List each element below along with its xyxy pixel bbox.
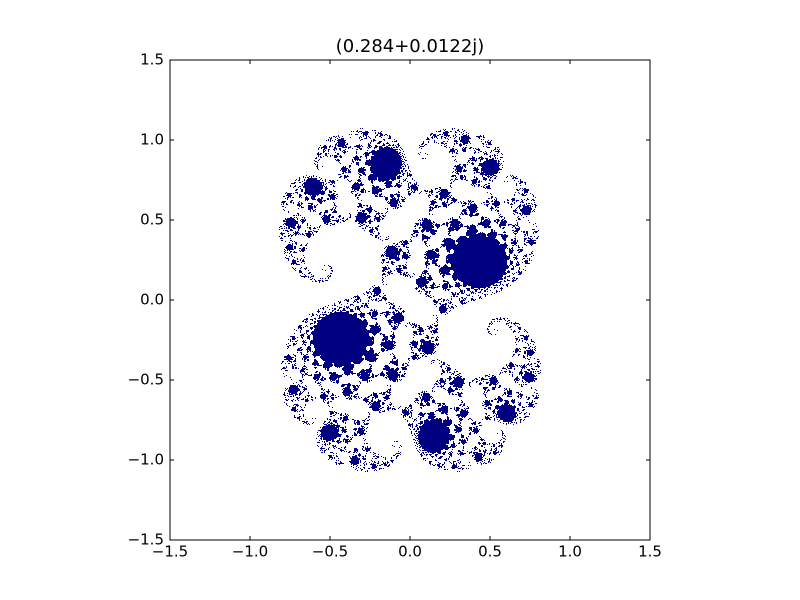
- y-tick-label: −1.5: [128, 531, 164, 549]
- y-tick-label: 1.5: [140, 51, 164, 69]
- julia-set: [279, 128, 541, 472]
- x-tick-label: 1.0: [558, 543, 582, 561]
- y-tick-label: 1.0: [140, 131, 164, 149]
- y-tick-label: −1.0: [128, 451, 164, 469]
- y-tick-label: 0.0: [140, 291, 164, 309]
- y-tick-label: −0.5: [128, 371, 164, 389]
- x-tick-label: 0.5: [478, 543, 502, 561]
- x-tick-label: 1.5: [638, 543, 662, 561]
- x-tick-label: −0.5: [312, 543, 348, 561]
- x-tick-label: −1.0: [232, 543, 268, 561]
- x-tick-label: −1.5: [152, 543, 188, 561]
- x-tick-label: 0.0: [398, 543, 422, 561]
- chart-title: (0.284+0.0122j): [336, 36, 485, 57]
- y-tick-label: 0.5: [140, 211, 164, 229]
